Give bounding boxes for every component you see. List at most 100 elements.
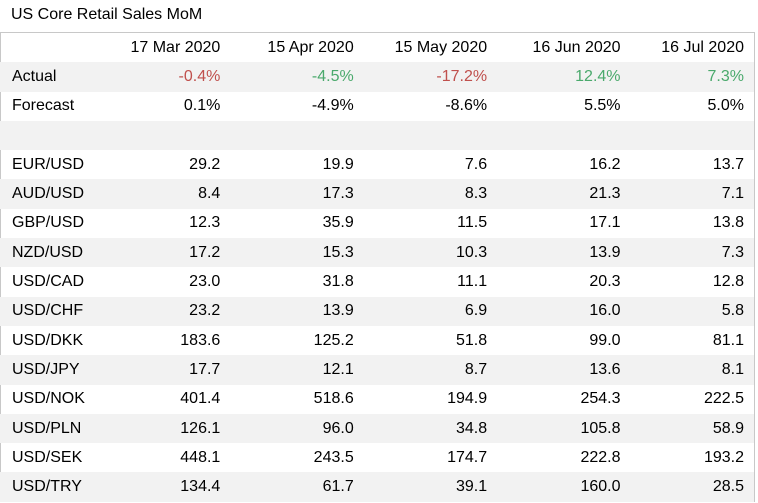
value-cell: 29.2	[189, 155, 221, 173]
value-cell: 401.4	[180, 390, 221, 408]
row-label-pair: AUD/USD	[0, 179, 102, 209]
value-cell: 105.8	[487, 413, 621, 444]
table-row: AUD/USD 8.4 17.3 8.3 21.3 7.1	[0, 179, 754, 209]
row-label-pair: USD/SEK	[12, 448, 83, 466]
value-cell: 23.0	[189, 273, 221, 291]
value-cell: 12.8	[712, 273, 744, 291]
value-cell: 8.4	[101, 179, 221, 209]
forecast-value-cell: -8.6%	[445, 97, 488, 115]
spacer-cell	[220, 120, 354, 151]
value-cell: 125.2	[313, 331, 354, 349]
actual-row: Actual -0.4% -4.5% -17.2% 12.4% 7.3%	[0, 62, 754, 92]
table-title: US Core Retail Sales MoM	[11, 6, 203, 23]
column-header-date: 15 May 2020	[394, 38, 488, 56]
row-label-pair: USD/PLN	[0, 413, 102, 444]
value-cell: 11.5	[457, 214, 488, 232]
table-row: GBP/USD 12.3 35.9 11.5 17.1 13.8	[0, 209, 754, 238]
row-label-pair: USD/CAD	[12, 273, 85, 291]
value-cell: 12.1	[220, 355, 354, 385]
value-cell: 8.7	[353, 355, 488, 385]
table-row: USD/CHF 23.2 13.9 6.9 16.0 5.8	[0, 296, 754, 326]
spacer-row	[0, 120, 754, 151]
table-row: USD/NOK 401.4 518.6 194.9 254.3 222.5	[0, 385, 754, 414]
value-cell: 61.7	[220, 472, 354, 502]
value-cell: 5.8	[620, 296, 754, 326]
value-cell: 19.9	[322, 155, 354, 173]
table-row: USD/DKK 183.6 125.2 51.8 99.0 81.1	[0, 326, 754, 355]
value-cell: 99.0	[589, 331, 621, 349]
spacer-cell	[353, 120, 488, 151]
value-cell: 134.4	[101, 472, 221, 502]
row-label-pair: USD/JPY	[0, 355, 102, 385]
forecast-value-cell: 5.0%	[707, 97, 744, 115]
value-cell: 194.9	[447, 390, 488, 408]
value-cell: 7.6	[464, 155, 488, 173]
table-row: USD/JPY 17.7 12.1 8.7 13.6 8.1	[0, 355, 754, 385]
value-cell: 16.0	[487, 296, 621, 326]
value-cell: 15.3	[220, 238, 354, 268]
forecast-value-cell: -4.9%	[311, 97, 354, 115]
column-header-date: 15 Apr 2020	[267, 38, 354, 56]
row-label-forecast: Forecast	[12, 97, 75, 115]
forecast-value-cell: 5.5%	[584, 97, 621, 115]
value-cell: 10.3	[353, 238, 488, 268]
value-cell: 13.9	[220, 296, 354, 326]
spacer-cell	[0, 120, 102, 151]
row-label-pair: USD/TRY	[0, 472, 102, 502]
header-corner-cell	[0, 33, 101, 62]
value-cell: 7.1	[620, 179, 754, 209]
spacer-cell	[620, 120, 754, 151]
value-cell: 13.7	[712, 155, 744, 173]
value-cell: 8.3	[353, 179, 488, 209]
value-cell: 6.9	[353, 296, 488, 326]
value-cell: 11.1	[457, 273, 488, 291]
value-cell: 81.1	[712, 331, 744, 349]
table-row: NZD/USD 17.2 15.3 10.3 13.9 7.3	[0, 238, 754, 268]
value-cell: 243.5	[313, 448, 354, 466]
table-row: USD/TRY 134.4 61.7 39.1 160.0 28.5	[0, 472, 754, 502]
header-row: 17 Mar 2020 15 Apr 2020 15 May 2020 16 Jun …	[0, 33, 754, 62]
value-cell: 222.8	[580, 448, 621, 466]
column-header-date: 16 Jul 2020	[661, 38, 744, 56]
value-cell: 34.8	[353, 413, 488, 444]
table-row: EUR/USD 29.2 19.9 7.6 16.2 13.7	[0, 150, 754, 179]
value-cell: 174.7	[447, 448, 488, 466]
value-cell: 28.5	[620, 472, 754, 502]
value-cell: 254.3	[580, 390, 621, 408]
value-cell: 222.5	[703, 390, 744, 408]
forecast-value-cell: 0.1%	[183, 97, 221, 115]
column-header-date: 16 Jun 2020	[532, 38, 621, 56]
row-label-pair: EUR/USD	[12, 155, 85, 173]
value-cell: 160.0	[487, 472, 621, 502]
value-cell: 13.9	[487, 238, 621, 268]
value-cell: 21.3	[487, 179, 621, 209]
value-cell: 7.3	[620, 238, 754, 268]
value-cell: 31.8	[322, 273, 354, 291]
value-cell: 126.1	[101, 413, 221, 444]
actual-value-cell: 7.3%	[620, 62, 754, 92]
value-cell: 58.9	[620, 413, 754, 444]
row-label-pair: NZD/USD	[0, 238, 102, 268]
value-cell: 448.1	[180, 448, 221, 466]
table-row: USD/PLN 126.1 96.0 34.8 105.8 58.9	[0, 413, 754, 444]
value-cell: 13.8	[712, 214, 744, 232]
value-cell: 35.9	[322, 214, 354, 232]
value-cell: 39.1	[353, 472, 488, 502]
value-cell: 17.2	[101, 238, 221, 268]
actual-value-cell: -0.4%	[101, 62, 221, 92]
value-cell: 183.6	[180, 331, 221, 349]
row-label-pair: USD/DKK	[12, 331, 84, 349]
column-header-date: 17 Mar 2020	[130, 38, 221, 56]
value-cell: 23.2	[101, 296, 221, 326]
value-cell: 13.6	[487, 355, 621, 385]
table-row: USD/SEK 448.1 243.5 174.7 222.8 193.2	[0, 443, 754, 472]
value-cell: 16.2	[589, 155, 621, 173]
row-label-actual: Actual	[0, 62, 102, 92]
value-cell: 17.3	[220, 179, 354, 209]
value-cell: 17.1	[589, 214, 621, 232]
actual-value-cell: -17.2%	[353, 62, 488, 92]
value-cell: 8.1	[620, 355, 754, 385]
row-label-pair: GBP/USD	[12, 214, 85, 232]
data-table: 17 Mar 2020 15 Apr 2020 15 May 2020 16 Jun …	[0, 33, 754, 502]
value-cell: 51.8	[455, 331, 488, 349]
